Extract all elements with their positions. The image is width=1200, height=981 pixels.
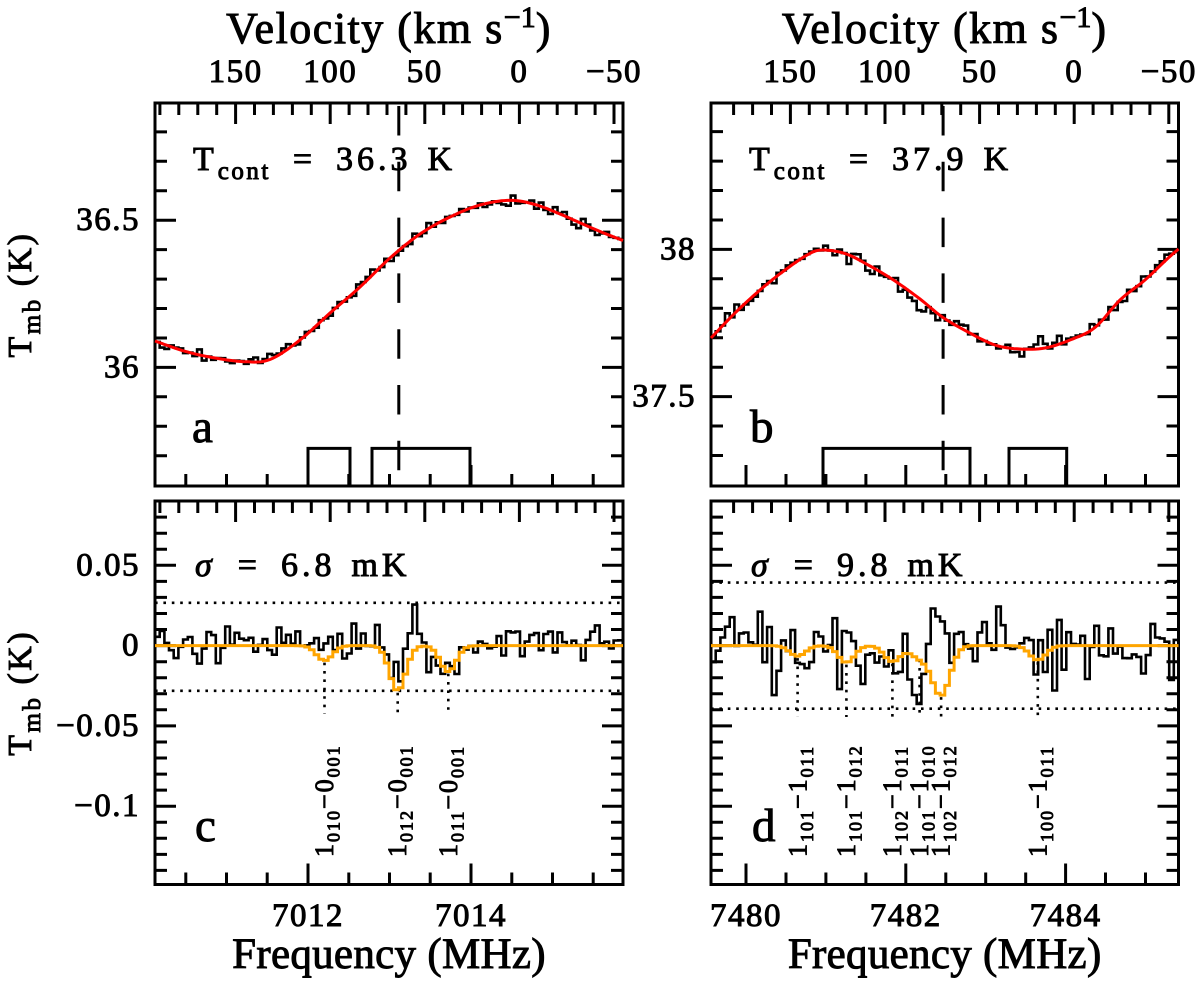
svg-text:d: d	[752, 800, 776, 852]
svg-text:38: 38	[660, 231, 696, 267]
svg-text:150: 150	[763, 54, 817, 90]
svg-text:b: b	[750, 401, 774, 453]
svg-text:a: a	[192, 401, 213, 453]
svg-text:7014: 7014	[435, 898, 507, 934]
svg-text:Tmb (K): Tmb (K)	[2, 232, 46, 358]
svg-text:σ=6.8mK: σ = 6.8 mK	[195, 547, 410, 584]
svg-text:7480: 7480	[710, 898, 782, 934]
svg-text:σ=9.8mK: σ = 9.8 mK	[751, 547, 966, 584]
svg-text:100: 100	[303, 54, 357, 90]
svg-text:100: 100	[858, 54, 912, 90]
svg-text:−50: −50	[586, 54, 642, 90]
svg-text:−50: −50	[1141, 54, 1197, 90]
svg-text:0: 0	[1065, 54, 1083, 90]
svg-text:0: 0	[510, 54, 528, 90]
svg-text:37.5: 37.5	[632, 379, 696, 415]
svg-text:150: 150	[209, 54, 263, 90]
svg-text:0: 0	[122, 628, 140, 664]
svg-text:c: c	[195, 800, 216, 852]
svg-text:7012: 7012	[272, 898, 344, 934]
svg-text:−0.05: −0.05	[56, 708, 140, 744]
svg-text:7482: 7482	[870, 898, 942, 934]
svg-text:50: 50	[962, 54, 998, 90]
svg-text:Frequency (MHz): Frequency (MHz)	[788, 931, 1102, 978]
svg-text:36: 36	[104, 349, 140, 385]
svg-text:Velocity (km s−1): Velocity (km s−1)	[782, 1, 1108, 53]
svg-text:7484: 7484	[1030, 898, 1102, 934]
svg-text:0.05: 0.05	[76, 547, 140, 583]
svg-text:1102−1011: 1102−1011	[878, 745, 912, 857]
svg-text:Velocity (km s−1): Velocity (km s−1)	[226, 1, 552, 53]
svg-text:−0.1: −0.1	[74, 788, 140, 824]
svg-text:Tmb (K): Tmb (K)	[2, 630, 46, 756]
svg-text:36.5: 36.5	[76, 202, 140, 238]
svg-text:50: 50	[407, 54, 443, 90]
svg-text:Frequency (MHz): Frequency (MHz)	[232, 931, 546, 978]
